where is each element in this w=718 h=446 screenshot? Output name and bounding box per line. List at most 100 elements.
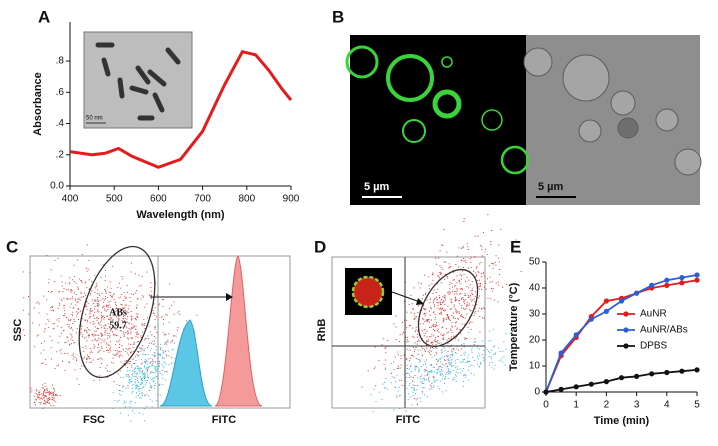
- dot: [161, 374, 163, 376]
- dot: [115, 353, 117, 355]
- dot: [125, 364, 127, 366]
- dot: [96, 282, 98, 284]
- dot: [43, 397, 45, 399]
- dot: [133, 362, 135, 364]
- dot: [495, 264, 497, 266]
- dot: [395, 315, 397, 317]
- dot: [120, 330, 122, 332]
- dot: [480, 276, 482, 278]
- dot: [469, 360, 471, 362]
- dot: [91, 280, 93, 282]
- dot: [109, 336, 111, 338]
- dot: [431, 388, 433, 390]
- dot: [118, 315, 120, 317]
- dot: [433, 348, 435, 349]
- dot: [463, 258, 465, 259]
- dot: [441, 378, 443, 380]
- dot: [468, 379, 470, 381]
- dot: [54, 260, 56, 261]
- dot: [461, 298, 463, 300]
- dot: [452, 270, 454, 271]
- dot: [441, 309, 443, 311]
- dot: [130, 350, 132, 352]
- dot: [414, 389, 415, 391]
- dot: [416, 358, 417, 359]
- dot: [135, 375, 137, 377]
- dot: [109, 346, 111, 348]
- dot: [100, 321, 102, 323]
- dot: [118, 319, 120, 321]
- dot: [126, 318, 128, 320]
- dot: [155, 355, 156, 357]
- dot: [147, 363, 149, 365]
- dot: [438, 297, 440, 299]
- dot: [494, 353, 496, 355]
- dot: [86, 309, 88, 310]
- dot: [40, 401, 42, 403]
- dot: [459, 329, 461, 331]
- dot: [415, 365, 417, 367]
- dot: [89, 322, 91, 324]
- dot: [502, 350, 504, 352]
- dot: [445, 355, 447, 357]
- dot: [436, 302, 438, 304]
- dot: [394, 356, 396, 358]
- dot: [434, 297, 436, 299]
- dot: [151, 294, 152, 296]
- dot: [399, 394, 401, 396]
- dot: [42, 393, 44, 394]
- dot: [87, 321, 89, 323]
- dot: [123, 331, 125, 333]
- dot: [52, 392, 54, 394]
- dot: [490, 241, 491, 243]
- dot: [141, 393, 143, 395]
- point: [573, 332, 579, 338]
- dot: [145, 379, 147, 381]
- dot: [441, 352, 442, 354]
- dot: [418, 370, 420, 372]
- dot: [76, 311, 77, 313]
- dot: [158, 354, 160, 356]
- dot: [37, 397, 39, 399]
- dot: [144, 306, 146, 308]
- dot: [107, 335, 109, 336]
- dot: [451, 338, 452, 340]
- dot: [130, 293, 132, 295]
- dot: [102, 264, 104, 266]
- dot: [143, 385, 145, 387]
- dot: [113, 333, 115, 335]
- x-tick-label: 500: [106, 194, 123, 205]
- dot: [424, 315, 426, 317]
- dot: [76, 378, 78, 380]
- dot: [132, 343, 134, 345]
- dot: [416, 377, 418, 379]
- dot: [116, 340, 118, 342]
- dot: [429, 314, 431, 316]
- dot: [45, 385, 47, 387]
- dot: [150, 286, 152, 288]
- dot: [108, 351, 110, 353]
- dot: [110, 311, 112, 313]
- dot: [448, 338, 450, 340]
- dot: [70, 288, 72, 290]
- dot: [86, 361, 87, 363]
- dot: [464, 308, 466, 310]
- dot: [437, 379, 439, 381]
- dot: [463, 301, 465, 303]
- dot: [162, 315, 164, 317]
- dot: [97, 340, 99, 342]
- dot: [446, 251, 448, 253]
- dot: [49, 335, 51, 337]
- dot: [421, 355, 423, 357]
- dot: [486, 254, 488, 255]
- fluorescence-image: [350, 35, 526, 205]
- dot: [46, 401, 48, 403]
- dot: [60, 352, 62, 354]
- dot: [487, 297, 489, 299]
- dot: [133, 327, 135, 329]
- dot: [106, 364, 108, 366]
- dot: [156, 368, 158, 370]
- dot: [97, 309, 99, 311]
- dot: [385, 378, 387, 379]
- dot: [58, 318, 60, 319]
